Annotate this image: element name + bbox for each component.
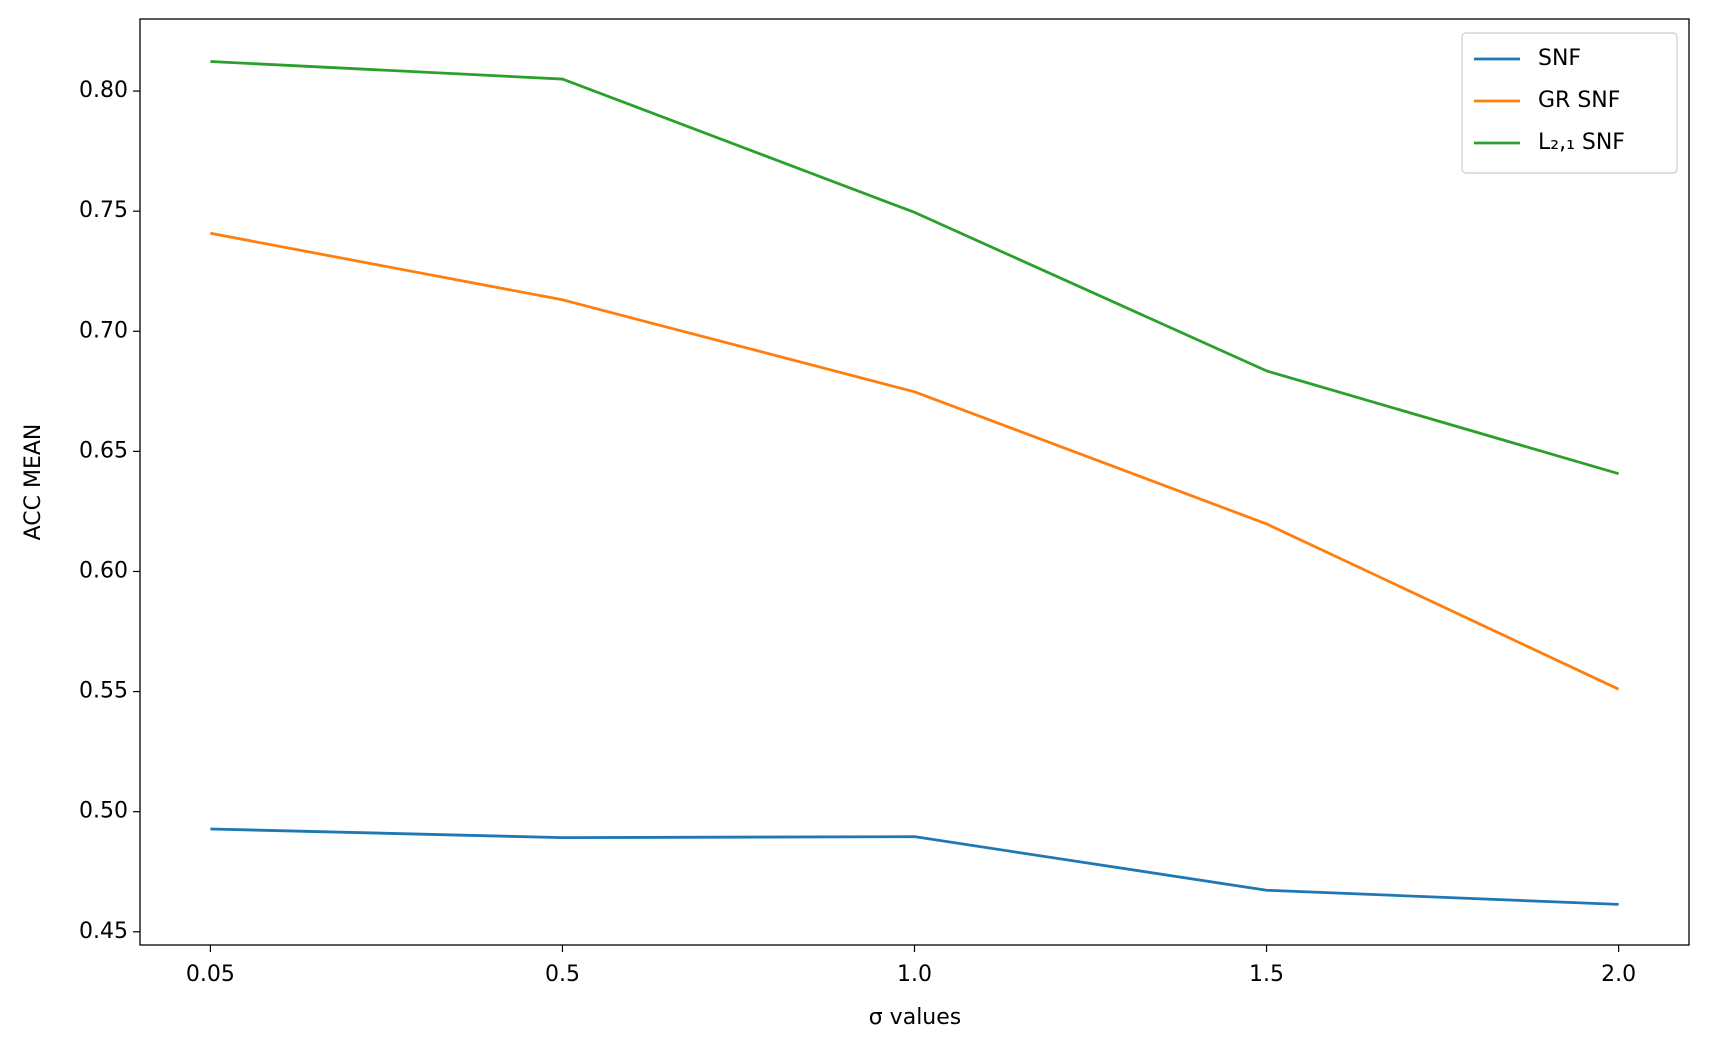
series-line	[210, 231, 1620, 691]
y-tick-label: 0.75	[79, 198, 128, 223]
y-tick-label: 0.65	[79, 438, 128, 463]
legend-box	[1461, 32, 1678, 174]
x-tick-label: 0.05	[186, 962, 235, 987]
x-tick-label: 1.0	[897, 962, 932, 987]
y-tick-label: 0.55	[79, 679, 128, 704]
y-tick-label: 0.80	[79, 78, 128, 103]
series-line	[210, 60, 1619, 476]
x-tick-label: 0.5	[545, 962, 580, 987]
legend-label: GR SNF	[1538, 88, 1620, 113]
x-tick-label: 1.5	[1249, 962, 1284, 987]
y-tick-label: 0.45	[79, 919, 128, 944]
legend-label: L₂,₁ SNF	[1538, 130, 1625, 155]
y-tick-label: 0.50	[79, 799, 128, 824]
y-tick-label: 0.70	[79, 318, 128, 343]
y-axis-label: ACC MEAN	[21, 424, 46, 541]
y-tick-label: 0.60	[79, 558, 128, 583]
x-axis-label: σ values	[869, 1005, 962, 1030]
plot-frame	[139, 18, 1690, 946]
legend-label: SNF	[1538, 46, 1581, 71]
series-line	[210, 827, 1619, 906]
x-tick-label: 2.0	[1601, 962, 1636, 987]
